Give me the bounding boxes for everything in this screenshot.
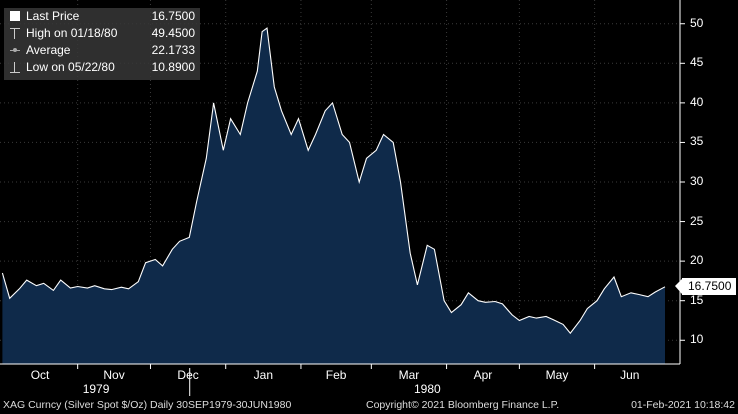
legend-low-label: Low on 05/22/80 (26, 60, 115, 74)
legend-average: Average 22.1733 (4, 42, 200, 59)
y-tick-label: 35 (690, 134, 704, 149)
y-tick-label: 40 (690, 94, 704, 109)
high-marker-icon (10, 28, 20, 39)
x-tick-label: Jun (620, 368, 640, 382)
price-area (2, 28, 665, 364)
year-label: 1980 (413, 382, 441, 396)
last-price-tag: 16.7500 (674, 278, 737, 295)
last-price-swatch-icon (10, 11, 20, 21)
legend-high: High on 01/18/80 49.4500 (4, 25, 200, 42)
x-tick-label: Mar (398, 368, 420, 382)
legend-high-label: High on 01/18/80 (26, 26, 118, 40)
legend-average-label: Average (26, 43, 71, 57)
legend-high-value: 49.4500 (151, 26, 195, 40)
axes (0, 0, 685, 396)
x-tick-label: Apr (473, 368, 493, 382)
footer-security: XAG Curncy (Silver Spot $/Oz) Daily 30SE… (3, 399, 292, 411)
low-marker-icon (10, 62, 20, 73)
y-tick-label: 15 (690, 292, 704, 307)
y-tick-label: 30 (690, 174, 704, 188)
average-marker-icon (10, 45, 20, 55)
x-tick-label: Dec (177, 368, 199, 382)
footer-copyright: Copyright© 2021 Bloomberg Finance L.P. (366, 399, 560, 411)
y-tick-label: 45 (690, 55, 704, 70)
legend-low-value: 10.8900 (151, 60, 195, 74)
y-tick-label: 10 (690, 332, 704, 347)
legend-last-value: 16.7500 (151, 9, 195, 23)
y-tick-label: 25 (690, 213, 704, 228)
legend-low: Low on 05/22/80 10.8900 (4, 59, 200, 76)
legend-last: Last Price 16.7500 (4, 8, 200, 25)
legend-average-value: 22.1733 (151, 43, 195, 57)
year-label: 1979 (82, 382, 110, 396)
footer-timestamp: 01-Feb-2021 10:18:42 (631, 399, 735, 411)
y-tick-label: 50 (690, 15, 704, 30)
x-tick-label: Nov (103, 368, 125, 382)
y-tick-label: 20 (690, 253, 704, 268)
legend-last-label: Last Price (26, 9, 80, 23)
x-tick-label: May (545, 368, 569, 382)
legend: Last Price 16.7500 High on 01/18/80 49.4… (4, 8, 200, 80)
x-tick-label: Feb (325, 368, 347, 382)
x-tick-label: Jan (253, 368, 274, 382)
x-tick-label: Oct (30, 368, 50, 382)
price-line (1, 27, 666, 335)
